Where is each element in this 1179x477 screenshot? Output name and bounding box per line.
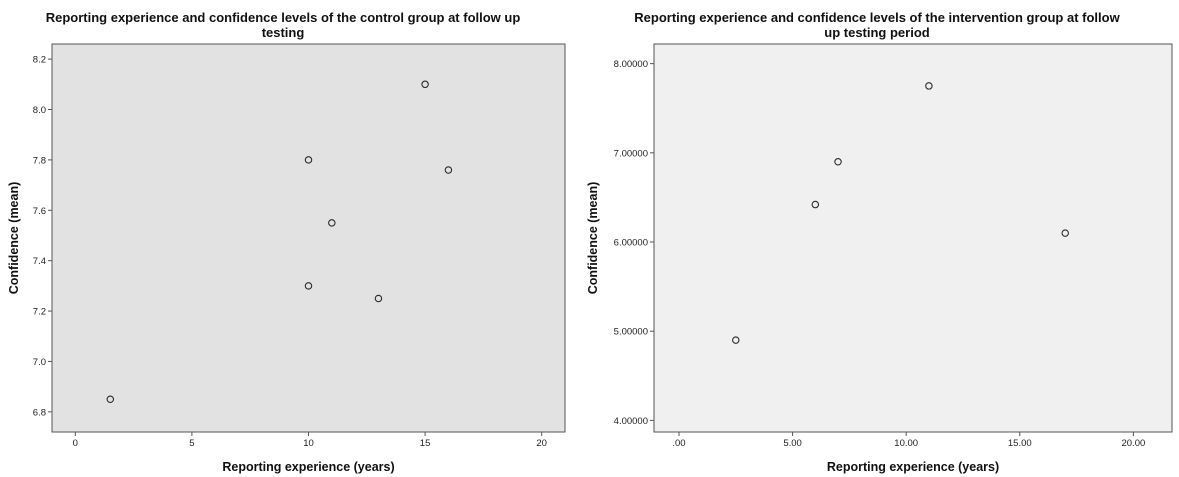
- x-tick-label: 5: [189, 438, 194, 449]
- data-point: [925, 82, 933, 90]
- data-point: [304, 282, 313, 290]
- chart-1: Reporting experience and confidence leve…: [7, 10, 566, 474]
- y-tick-label: 7.0: [33, 357, 46, 368]
- plot-area: [51, 43, 566, 433]
- y-tick-label: 6.00000: [614, 238, 648, 249]
- data-point: [374, 294, 383, 303]
- y-tick-label: 8.0: [33, 105, 46, 116]
- y-tick-label: 7.8: [33, 155, 46, 166]
- x-tick-label: .00: [672, 438, 685, 449]
- y-tick-label: 8.2: [33, 55, 46, 66]
- y-tick-label: 7.4: [33, 256, 46, 267]
- chart-title-line-1: Reporting experience and confidence leve…: [46, 10, 521, 25]
- data-point: [811, 200, 820, 209]
- data-point: [328, 219, 336, 227]
- x-tick-label: 15: [420, 438, 431, 449]
- y-tick-label: 7.00000: [614, 148, 648, 159]
- data-point: [1061, 229, 1069, 237]
- x-tick-label: 5.00: [783, 438, 802, 449]
- chart-title-line-2: testing: [262, 25, 305, 40]
- x-axis-label: Reporting experience (years): [827, 460, 999, 474]
- y-tick-label: 7.6: [33, 206, 46, 217]
- y-tick-label: 5.00000: [614, 327, 648, 338]
- x-axis-label: Reporting experience (years): [222, 460, 394, 474]
- x-tick-label: 20.00: [1121, 438, 1145, 449]
- x-tick-label: 0: [73, 438, 78, 449]
- chart-2: Reporting experience and confidence leve…: [586, 10, 1173, 474]
- y-tick-label: 7.2: [33, 307, 46, 318]
- y-axis-label: Confidence (mean): [7, 182, 21, 295]
- data-point: [834, 157, 842, 166]
- x-tick-label: 15.00: [1008, 438, 1032, 449]
- y-tick-label: 4.00000: [614, 416, 648, 427]
- x-tick-label: 10.00: [894, 438, 918, 449]
- data-point: [732, 336, 740, 344]
- data-point: [106, 395, 115, 403]
- y-axis-label: Confidence (mean): [586, 182, 600, 295]
- x-tick-label: 20: [536, 438, 547, 449]
- y-tick-label: 8.00000: [614, 59, 648, 70]
- x-tick-label: 10: [303, 438, 314, 449]
- chart-title-line-1: Reporting experience and confidence leve…: [634, 10, 1120, 25]
- data-point: [304, 156, 313, 164]
- data-point: [421, 80, 429, 89]
- chart-title-line-2: up testing period: [824, 25, 930, 40]
- y-tick-label: 6.8: [33, 407, 46, 418]
- plot-area: [653, 43, 1173, 433]
- data-point: [444, 166, 453, 174]
